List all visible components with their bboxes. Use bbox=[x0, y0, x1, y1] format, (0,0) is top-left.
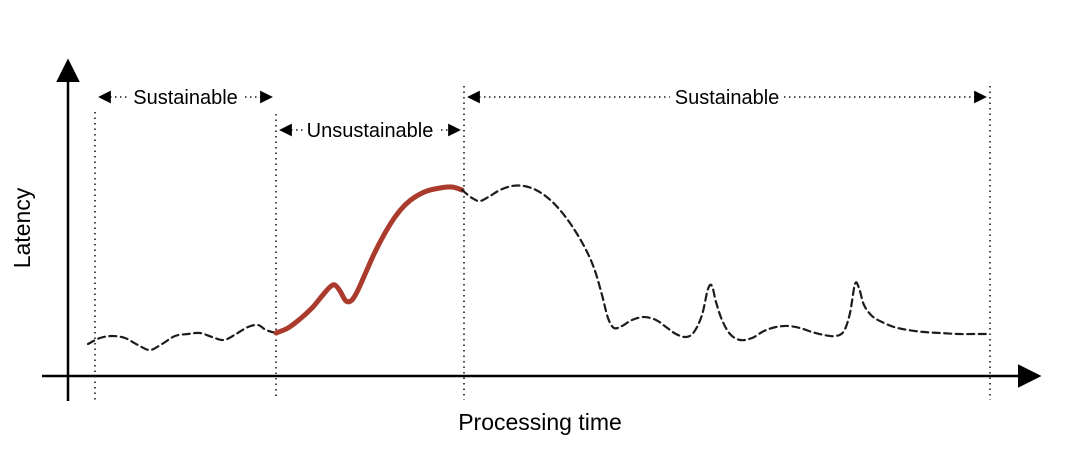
phase-boundary-guides bbox=[94, 86, 991, 400]
latency-curves bbox=[86, 184, 990, 352]
region-label: Sustainable bbox=[675, 87, 780, 109]
region-label: Unsustainable bbox=[307, 120, 434, 142]
latency-before-overload-curve bbox=[86, 323, 278, 352]
latency-after-overload-curve bbox=[460, 184, 990, 342]
region-label: Sustainable bbox=[133, 87, 238, 109]
y-axis-label: Latency bbox=[9, 187, 35, 268]
axes bbox=[42, 58, 1042, 401]
latency-unsustainable-rise-curve bbox=[273, 184, 465, 336]
region-annotations: Sustainable Unsustainable Sustainable bbox=[98, 82, 987, 147]
x-axis-label: Processing time bbox=[458, 409, 622, 435]
